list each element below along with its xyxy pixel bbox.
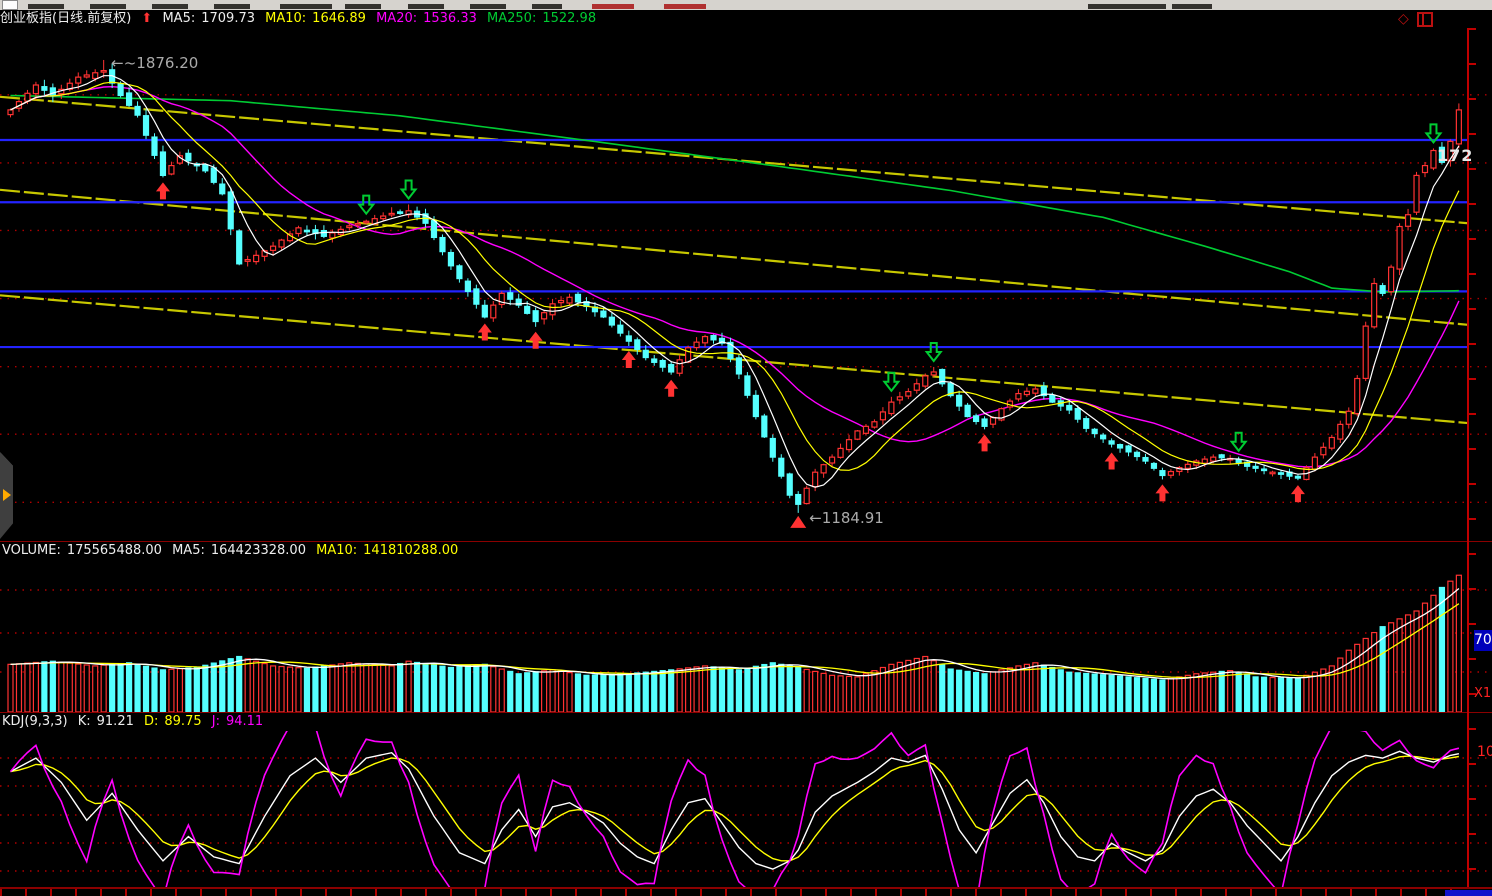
ma20-label: MA20: (376, 11, 418, 26)
kdj-j-value: 94.11 (225, 714, 264, 729)
chart-title-bar: 创业板指(日线.前复权) ⬆ MA5: 1709.73 MA10: 1646.89 … (0, 10, 1492, 28)
volume-header: VOLUME: 175565488.00 MA5: 164423328.00 MA1… (2, 542, 1462, 560)
menu-item[interactable] (280, 4, 332, 9)
kdj-pane[interactable] (0, 731, 1492, 888)
instrument-title: 创业板指(日线.前复权) (0, 11, 132, 26)
kdj-d-value: 89.75 (164, 714, 202, 729)
time-axis-line (0, 887, 1492, 889)
candlestick-chart[interactable]: ←~1876.20 ←1184.91 (0, 28, 1492, 541)
volume-label: VOLUME: (2, 543, 61, 558)
diamond-icon[interactable]: ◇ (1398, 11, 1409, 27)
kdj-k-value: 91.21 (96, 714, 134, 729)
price-axis-ticks (1469, 28, 1476, 888)
up-arrow-icon: ⬆ (141, 11, 153, 26)
time-axis-ticks (0, 889, 1468, 896)
volume-ma5-value: 164423328.00 (210, 543, 306, 558)
kdj-d-label: D: (144, 714, 159, 729)
split-window-icon[interactable] (1416, 11, 1433, 27)
menu-item-highlighted[interactable] (592, 4, 634, 9)
kdj-chart[interactable] (0, 731, 1492, 888)
kdj-k-label: K: (77, 714, 91, 729)
expand-arrow-icon[interactable] (3, 489, 11, 501)
menu-item[interactable] (1172, 4, 1212, 9)
menu-item[interactable] (1088, 4, 1166, 9)
svg-text:←1184.91: ←1184.91 (809, 509, 884, 527)
last-price-label: 172 (1437, 146, 1474, 165)
menu-item[interactable] (214, 4, 250, 9)
ma250-label: MA250: (487, 11, 537, 26)
pane-separator[interactable] (0, 541, 1492, 542)
volume-ma10-value: 141810288.00 (363, 543, 459, 558)
menu-item[interactable] (470, 4, 506, 9)
kdj-label: KDJ(9,3,3) (2, 714, 68, 729)
menu-item[interactable] (90, 4, 126, 9)
scrollbar-thumb[interactable] (1445, 890, 1492, 896)
main-chart-pane[interactable]: ←~1876.20 ←1184.91 (0, 28, 1492, 541)
price-axis-line (1467, 28, 1469, 888)
menu-item[interactable] (28, 4, 64, 9)
kdj-header: KDJ(9,3,3) K: 91.21 D: 89.75 J: 94.11 (2, 713, 1462, 731)
kdj-scale-label: 100 (1477, 744, 1492, 760)
ma10-value: 1646.89 (312, 11, 366, 26)
volume-pane[interactable] (0, 560, 1492, 713)
menu-item[interactable] (532, 4, 562, 9)
ma5-value: 1709.73 (201, 11, 255, 26)
ma10-label: MA10: (265, 11, 307, 26)
app-icon[interactable] (2, 0, 18, 10)
volume-chart[interactable] (0, 560, 1492, 713)
volume-ma10-label: MA10: (316, 543, 358, 558)
volume-value: 175565488.00 (66, 543, 162, 558)
menu-item[interactable] (152, 4, 188, 9)
svg-text:←~1876.20: ←~1876.20 (111, 54, 198, 72)
pane-separator[interactable] (0, 712, 1492, 713)
ma20-value: 1536.33 (423, 11, 477, 26)
menu-item[interactable] (408, 4, 444, 9)
ma250-value: 1522.98 (542, 11, 597, 26)
menu-item-highlighted[interactable] (664, 4, 706, 9)
volume-ma5-label: MA5: (172, 543, 205, 558)
kdj-j-label: J: (211, 714, 220, 729)
menu-item[interactable] (345, 4, 381, 9)
volume-multiplier-label: X1 (1474, 686, 1492, 701)
ma5-label: MA5: (162, 11, 196, 26)
volume-axis-badge: 703 (1474, 630, 1492, 651)
